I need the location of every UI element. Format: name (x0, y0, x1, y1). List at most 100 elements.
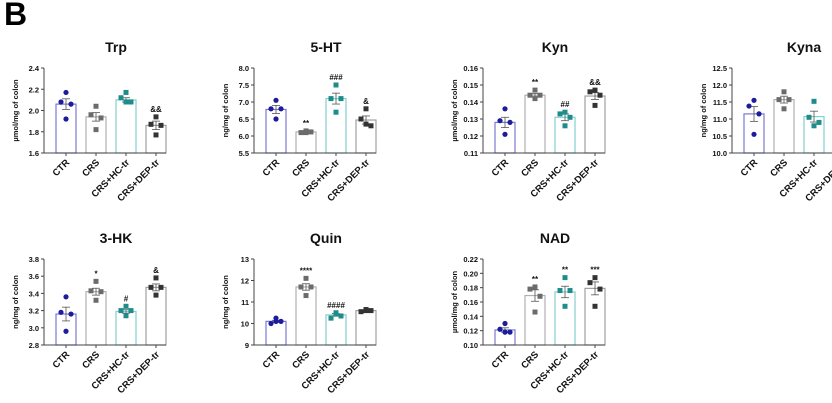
data-point (303, 293, 309, 299)
y-tick-label: 3.4 (29, 289, 40, 298)
data-point (368, 308, 374, 314)
bar-crs-dep-tr (584, 287, 606, 346)
data-point (751, 97, 757, 103)
data-point (333, 82, 339, 88)
data-point (123, 313, 129, 319)
data-point (273, 116, 279, 122)
data-point (746, 103, 752, 109)
data-point (148, 121, 154, 127)
data-point (502, 131, 508, 137)
data-point (63, 328, 69, 334)
data-point (502, 320, 508, 327)
x-tick-label: CTR (490, 349, 512, 371)
data-point (806, 114, 812, 120)
data-point (532, 309, 538, 315)
significance-annotation: ## (561, 100, 570, 109)
data-point (811, 123, 817, 129)
data-point (278, 106, 284, 112)
y-tick-label: 3.0 (29, 324, 39, 333)
data-point (776, 97, 782, 103)
data-point (358, 309, 364, 315)
y-tick-label: 0.16 (463, 298, 478, 307)
data-point (597, 286, 603, 292)
data-point (278, 318, 284, 324)
data-point (507, 329, 513, 335)
y-tick-label: 6.5 (239, 115, 249, 124)
data-point (93, 297, 99, 303)
data-point (98, 115, 104, 121)
significance-annotation: && (150, 105, 162, 114)
data-point (88, 112, 94, 118)
bar-crs-hc-tr (554, 116, 576, 154)
y-tick-label: 0.10 (463, 341, 478, 350)
data-point (268, 320, 274, 327)
y-tick-label: 10 (241, 320, 249, 329)
data-point (333, 109, 339, 115)
data-point (557, 288, 563, 294)
significance-annotation: ** (562, 266, 569, 275)
y-tick-label: 0.12 (463, 132, 478, 141)
data-point (497, 118, 503, 124)
data-point (158, 284, 164, 290)
significance-annotation: #### (327, 301, 345, 310)
data-point (333, 310, 339, 316)
panel-letter: B (4, 0, 28, 32)
y-tick-label: 12 (241, 277, 249, 286)
data-point (268, 106, 274, 112)
y-tick-label: 12.0 (712, 81, 727, 90)
data-point (338, 96, 344, 102)
data-point (328, 96, 334, 102)
data-point (328, 315, 334, 321)
data-point (781, 89, 787, 95)
y-tick-label: 0.13 (463, 115, 478, 124)
y-tick-label: 11 (241, 298, 249, 307)
significance-annotation: & (153, 266, 159, 275)
data-point (153, 292, 159, 298)
data-point (298, 284, 304, 290)
data-point (338, 313, 344, 319)
data-point (88, 288, 94, 294)
data-point (592, 303, 598, 309)
y-tick-label: 11.0 (713, 115, 727, 124)
data-point (567, 288, 573, 294)
y-tick-label: 11.5 (713, 98, 727, 107)
x-tick-label: CRS (290, 349, 312, 371)
y-axis-label: µmol/mg of colon (450, 270, 459, 333)
x-tick-label: CRS (519, 157, 541, 179)
y-tick-label: 5.5 (239, 149, 249, 158)
x-tick-label: CTR (51, 349, 73, 371)
y-tick-label: 0.14 (463, 98, 478, 107)
y-tick-label: 13 (241, 255, 249, 264)
data-point (811, 98, 817, 104)
chart-title: Trp (105, 39, 127, 55)
data-point (597, 92, 603, 98)
y-axis-label: ng/mg of colon (11, 275, 20, 329)
data-point (93, 127, 99, 133)
x-tick-label: CRS (290, 157, 312, 179)
y-tick-label: 9 (245, 341, 249, 350)
data-point (93, 103, 99, 109)
x-tick-label: CRS (768, 157, 790, 179)
y-axis-label: µmol/mg of colon (11, 79, 20, 142)
data-point (368, 123, 374, 129)
x-tick-label: CTR (490, 157, 512, 179)
data-point (148, 284, 154, 290)
significance-annotation: ** (532, 275, 539, 284)
data-point (567, 114, 573, 120)
significance-annotation: & (363, 97, 369, 106)
significance-annotation: && (589, 78, 601, 87)
data-point (308, 284, 314, 290)
bar-crs (524, 294, 546, 346)
y-axis-label: ng/mg of colon (221, 83, 230, 137)
y-tick-label: 1.6 (29, 149, 39, 158)
data-point (63, 294, 69, 300)
y-tick-label: 0.18 (463, 284, 478, 293)
data-point (507, 119, 513, 125)
data-point (587, 280, 593, 286)
data-point (128, 99, 134, 105)
